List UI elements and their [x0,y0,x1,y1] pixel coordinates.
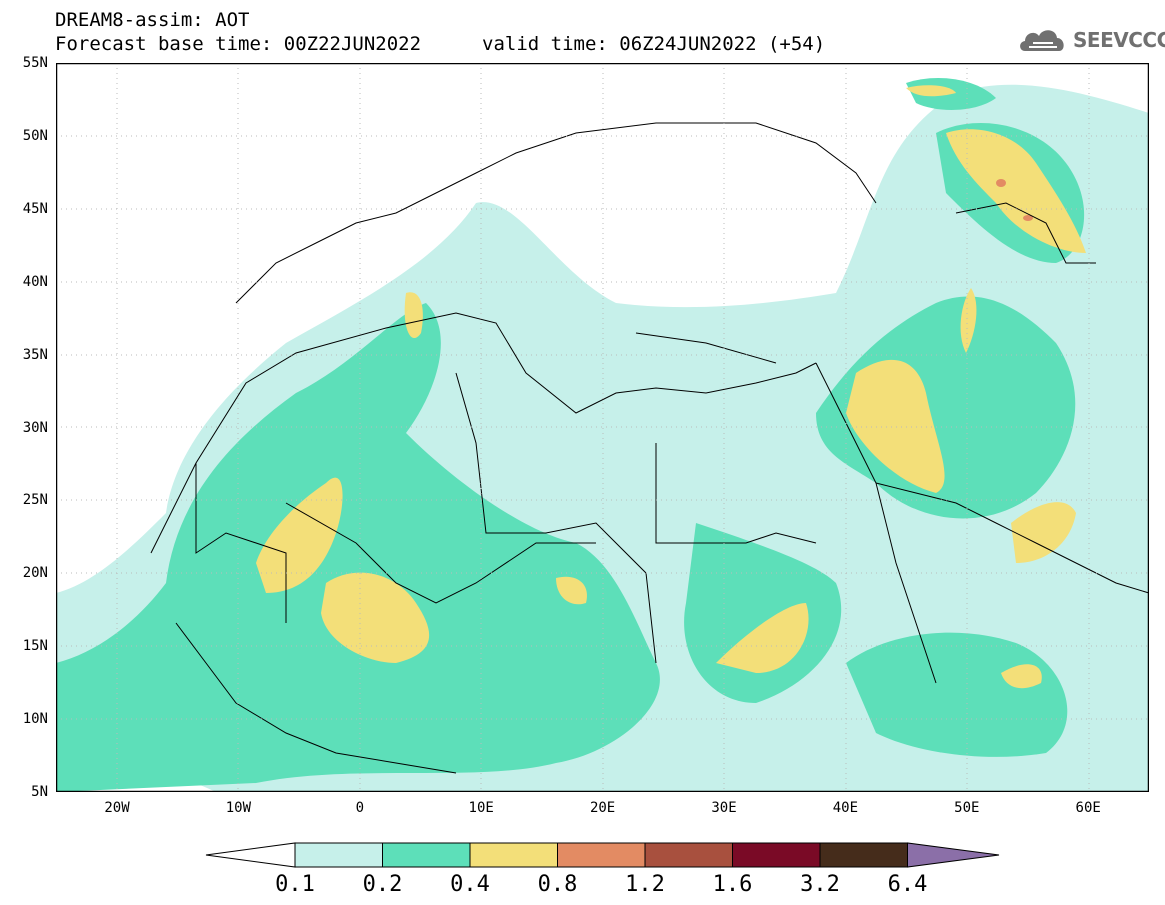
colorbar-label: 1.6 [712,872,753,897]
map-frame [56,63,1149,792]
colorbar-segment [294,842,383,868]
latitude-label: 5N [31,784,48,800]
aot-map [56,63,1149,792]
latitude-label: 45N [22,200,48,217]
latitude-label: 20N [22,565,48,582]
colorbar-label: 6.4 [887,872,928,897]
colorbar-under-arrow [205,842,296,868]
cloud-icon [1020,30,1064,51]
longitude-label: 50E [954,800,980,816]
colorbar-segment [644,842,733,868]
longitude-label: 30E [711,800,737,816]
forecast-base-time: Forecast base time: 00Z22JUN2022 [55,33,422,55]
aot-field-high [256,85,1086,689]
longitude-label: 60E [1075,800,1101,816]
colorbar-label: 0.2 [362,872,403,897]
aot-field-peak [996,179,1033,221]
latitude-label: 55N [22,55,48,71]
colorbar-label: 0.1 [275,872,315,897]
colorbar-segment [732,842,821,868]
seevccc-logo: SEEVCCC [1017,24,1165,56]
logo-text: SEEVCCC [1073,28,1165,52]
colorbar-segment [819,842,908,868]
latitude-label: 40N [22,273,48,290]
latitude-label: 10N [22,711,48,728]
colorbar-label: 1.2 [625,872,665,897]
latitude-label: 30N [22,419,48,436]
latitude-label: 25N [22,492,48,509]
graticule [56,63,1149,792]
latitude-label: 50N [22,127,48,144]
longitude-label: 20W [104,800,130,816]
aot-field-medium [56,78,1085,792]
longitude-label: 0 [355,800,365,816]
colorbar-segment [557,842,646,868]
longitude-label: 40E [832,800,859,816]
chart-title: DREAM8-assim: AOT [55,9,250,31]
longitude-label: 10W [225,800,252,816]
latitude-label: 15N [22,638,48,655]
latitude-label: 35N [22,346,48,363]
longitude-label: 20E [589,800,616,816]
colorbar [205,842,1000,868]
colorbar-label: 0.4 [450,872,490,897]
colorbar-label: 0.8 [537,872,578,897]
colorbar-label: 3.2 [800,872,840,897]
colorbar-segment [382,842,471,868]
colorbar-segment [469,842,558,868]
valid-time: valid time: 06Z24JUN2022 (+54) [482,33,826,55]
longitude-label: 10E [468,800,494,816]
colorbar-over-arrow [907,842,1000,868]
